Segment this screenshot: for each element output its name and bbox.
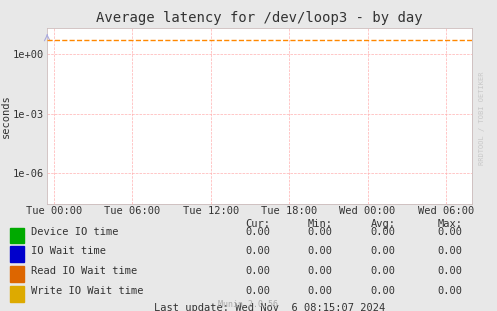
Text: Read IO Wait time: Read IO Wait time — [31, 266, 138, 276]
Text: 0.00: 0.00 — [438, 246, 463, 256]
Text: 0.00: 0.00 — [308, 246, 332, 256]
FancyBboxPatch shape — [9, 228, 24, 243]
Y-axis label: seconds: seconds — [0, 94, 10, 138]
Text: 0.00: 0.00 — [438, 266, 463, 276]
Text: 0.00: 0.00 — [370, 286, 395, 296]
Text: 0.00: 0.00 — [245, 266, 270, 276]
FancyBboxPatch shape — [9, 246, 24, 262]
Text: Cur:: Cur: — [245, 219, 270, 229]
FancyBboxPatch shape — [9, 286, 24, 302]
Text: Avg:: Avg: — [370, 219, 395, 229]
Text: Last update: Wed Nov  6 08:15:07 2024: Last update: Wed Nov 6 08:15:07 2024 — [155, 303, 386, 311]
FancyBboxPatch shape — [9, 266, 24, 282]
Text: Device IO time: Device IO time — [31, 227, 119, 237]
Text: 0.00: 0.00 — [308, 266, 332, 276]
Text: 0.00: 0.00 — [245, 227, 270, 237]
Text: 0.00: 0.00 — [370, 266, 395, 276]
Text: 0.00: 0.00 — [308, 286, 332, 296]
Title: Average latency for /dev/loop3 - by day: Average latency for /dev/loop3 - by day — [96, 12, 423, 26]
Text: RRDTOOL / TOBI OETIKER: RRDTOOL / TOBI OETIKER — [479, 72, 485, 165]
Text: 0.00: 0.00 — [438, 286, 463, 296]
Text: Max:: Max: — [438, 219, 463, 229]
Text: 0.00: 0.00 — [370, 227, 395, 237]
Text: IO Wait time: IO Wait time — [31, 246, 106, 256]
Text: 0.00: 0.00 — [370, 246, 395, 256]
Text: 0.00: 0.00 — [245, 286, 270, 296]
Text: Write IO Wait time: Write IO Wait time — [31, 286, 144, 296]
Text: Munin 2.0.56: Munin 2.0.56 — [219, 300, 278, 309]
Text: Min:: Min: — [308, 219, 332, 229]
Text: 0.00: 0.00 — [308, 227, 332, 237]
Text: 0.00: 0.00 — [245, 246, 270, 256]
Text: 0.00: 0.00 — [438, 227, 463, 237]
